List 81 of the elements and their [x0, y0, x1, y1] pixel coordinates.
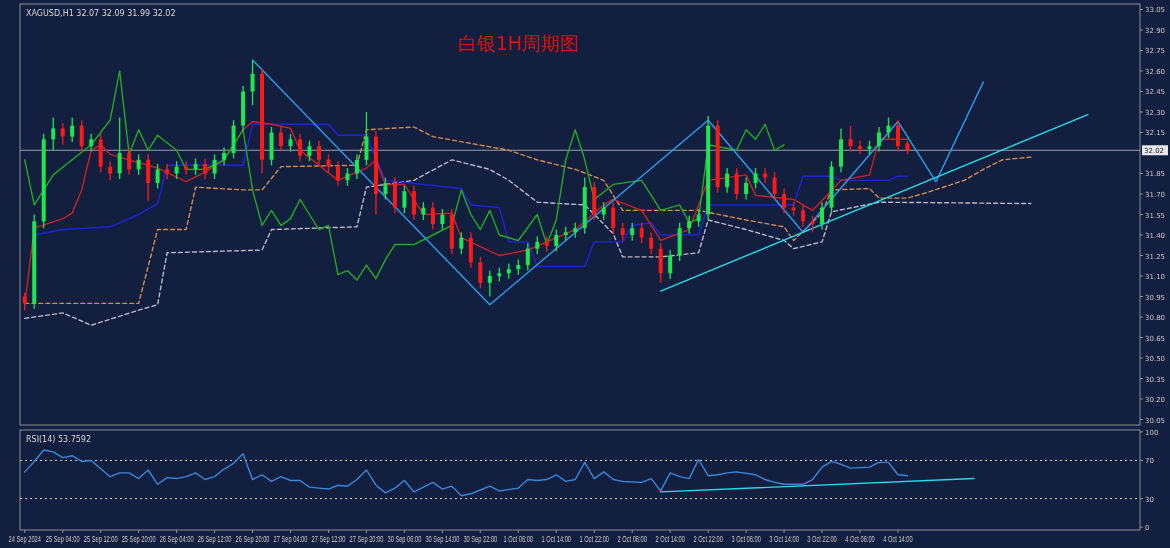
candlestick [525, 242, 530, 272]
x-tick-label: 26 Sep 20:00 [235, 533, 270, 545]
candlestick [744, 176, 749, 201]
x-tick-label: 25 Sep 20:00 [121, 533, 157, 545]
x-tick-label: 27 Sep 20:00 [349, 533, 384, 545]
line-series [24, 449, 909, 497]
candlestick [487, 269, 492, 298]
candlestick [411, 185, 416, 221]
candlestick [848, 125, 853, 153]
line-series [24, 126, 1032, 305]
candlestick [876, 126, 881, 153]
candlestick [60, 122, 65, 146]
x-tick-label: 30 Sep 14:00 [425, 533, 460, 545]
candlestick [117, 116, 122, 180]
candlestick [364, 111, 369, 166]
candlestick [554, 228, 559, 253]
candlestick [212, 153, 217, 180]
line-series [24, 70, 785, 281]
line-series [24, 159, 1032, 326]
candlestick [668, 249, 673, 280]
candlestick [772, 171, 777, 201]
candlestick [155, 163, 160, 190]
candlestick [136, 153, 141, 176]
line-series [251, 59, 985, 306]
x-tick-label: 25 Sep 12:00 [83, 533, 119, 545]
candlestick [820, 201, 825, 231]
line-series [24, 120, 909, 306]
x-tick-label: 1 Oct 22:00 [579, 533, 610, 545]
x-tick-label: 1 Oct 06:00 [503, 533, 534, 545]
candlestick [639, 222, 644, 244]
candlestick [611, 201, 616, 235]
candlestick [763, 167, 768, 184]
candlestick [127, 146, 132, 176]
line-series [33, 123, 909, 268]
candlestick [725, 167, 730, 194]
candlestick [307, 140, 312, 162]
candlestick [316, 140, 321, 166]
candlestick [782, 187, 787, 214]
annotation: RSI(14) 53.7592 [26, 435, 92, 444]
candlestick [79, 119, 84, 153]
x-tick-label: 1 Oct 14:00 [541, 533, 572, 545]
x-tick-label: 24 Sep 2024 [8, 533, 42, 545]
x-tick-label: 30 Sep 06:00 [387, 533, 422, 545]
candlestick [430, 201, 435, 231]
x-tick-label: 26 Sep 04:00 [159, 533, 195, 545]
x-tick-label: 30 Sep 22:00 [463, 533, 498, 545]
candlestick [440, 208, 445, 231]
candlestick [402, 185, 407, 214]
x-tick-label: 4 Oct 06:00 [845, 533, 876, 545]
candlestick [801, 204, 806, 228]
x-tick-label: 27 Sep 12:00 [311, 533, 346, 545]
x-tick-label: 2 Oct 22:00 [693, 533, 724, 545]
text: 白银1H周期图 [457, 32, 580, 54]
x-tick-label: 2 Oct 06:00 [617, 533, 648, 545]
candlestick [858, 140, 862, 156]
candlestick [459, 231, 464, 255]
candlestick [70, 116, 75, 143]
candlestick [478, 256, 483, 289]
candlestick [753, 167, 758, 190]
x-tick-label: 27 Sep 04:00 [273, 533, 308, 545]
x-tick-label: 2 Oct 14:00 [655, 533, 686, 545]
candlestick [250, 59, 255, 106]
x-tick-label: 4 Oct 14:00 [883, 533, 914, 545]
candlestick [354, 153, 359, 180]
x-tick-label: 3 Oct 14:00 [769, 533, 800, 545]
candlestick [895, 119, 900, 153]
candlestick [165, 163, 170, 180]
x-tick-label: 26 Sep 12:00 [197, 533, 232, 545]
candlestick [279, 126, 284, 153]
candlestick [203, 157, 208, 180]
candlestick [51, 116, 56, 151]
x-tick-label: 3 Oct 06:00 [731, 533, 762, 545]
candlestick [146, 153, 151, 202]
x-tick-label: 3 Oct 22:00 [807, 533, 838, 545]
annotation: XAGUSD,H1 32.07 32.09 31.99 32.02 [26, 9, 176, 18]
candlestick [383, 176, 388, 201]
candlestick [649, 231, 654, 255]
x-tick-label: 25 Sep 04:00 [45, 533, 81, 545]
candlestick [734, 167, 739, 201]
candlestick [298, 133, 302, 162]
candlestick [335, 160, 340, 187]
